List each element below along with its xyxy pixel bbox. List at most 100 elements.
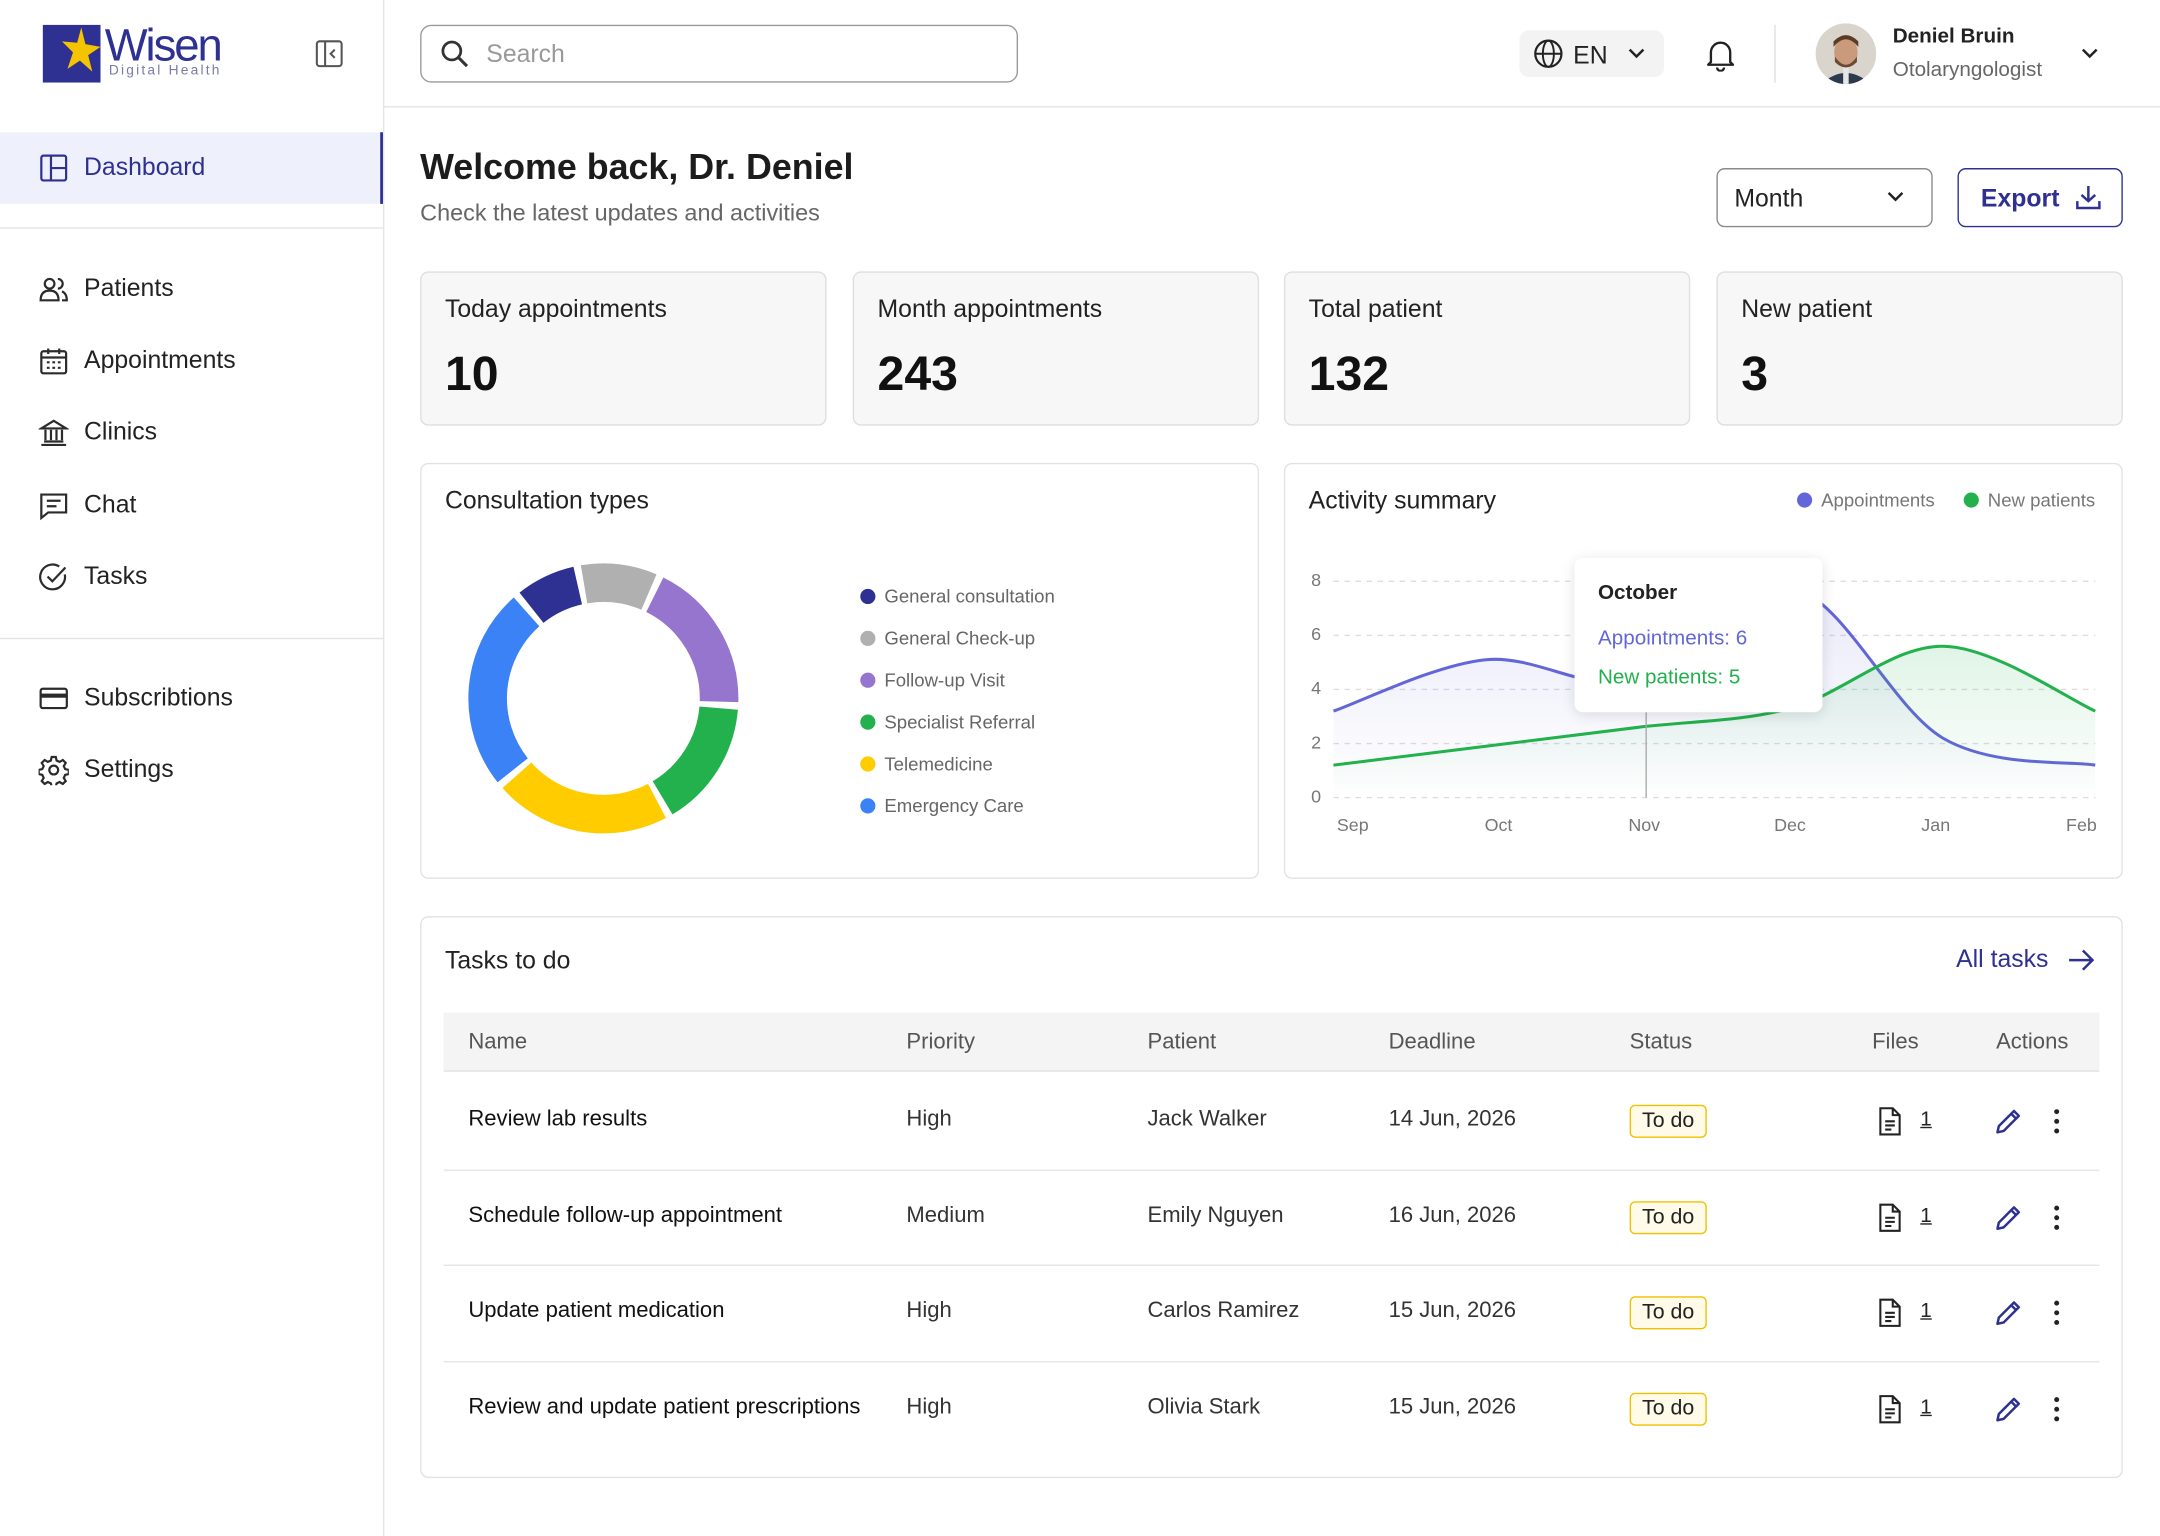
- stat-label: New patient: [1741, 294, 1873, 323]
- cell: High: [906, 1395, 952, 1420]
- logo-mark: [42, 24, 101, 83]
- header-divider: [382, 106, 2160, 108]
- legend-label: Emergency Care: [884, 795, 1023, 816]
- cell: Olivia Stark: [1147, 1395, 1261, 1420]
- language-select[interactable]: EN: [1519, 30, 1665, 78]
- x-tick-label: Sep: [1337, 815, 1369, 835]
- stat-card: Month appointments 243: [852, 271, 1260, 426]
- legend-label: General Check-up: [884, 628, 1035, 649]
- nav-label: Tasks: [84, 562, 148, 590]
- nav-item[interactable]: Tasks: [0, 541, 383, 613]
- y-tick-label: 2: [1311, 732, 1321, 752]
- edit-button[interactable]: [1993, 1106, 2023, 1136]
- file-count[interactable]: 1: [1920, 1299, 1932, 1323]
- nav-item[interactable]: Dashboard: [0, 132, 383, 204]
- nav-label: Subscribtions: [84, 683, 233, 711]
- status-badge: To do: [1629, 1200, 1707, 1234]
- tasks-title: Tasks to do: [444, 946, 571, 974]
- legend-dot: [860, 672, 876, 688]
- nav-label: Dashboard: [84, 152, 206, 181]
- donut-segment: [519, 566, 583, 624]
- nav-item[interactable]: Clinics: [0, 397, 383, 469]
- legend-label: Appointments: [1821, 489, 1935, 510]
- file-count[interactable]: 1: [1920, 1107, 1932, 1131]
- legend-dot: [860, 798, 876, 814]
- row-divider: [443, 1265, 2100, 1267]
- row-divider: [443, 1361, 2100, 1363]
- period-select[interactable]: Month: [1716, 168, 1933, 228]
- edit-button[interactable]: [1993, 1298, 2023, 1328]
- legend-label: Specialist Referral: [884, 711, 1035, 732]
- cell: 16 Jun, 2026: [1388, 1203, 1517, 1227]
- nav-icon: [40, 154, 68, 182]
- nav-item[interactable]: Patients: [0, 253, 383, 325]
- search-box[interactable]: Search: [420, 24, 1019, 83]
- more-button[interactable]: [2051, 1106, 2062, 1136]
- line-chart: 0 2 4 6 8 Sep Oct Nov Dec Jan Feb Appointments New p…: [1311, 489, 2097, 835]
- search-placeholder: Search: [486, 39, 565, 68]
- chart-title: Consultation types: [444, 486, 649, 514]
- x-tick-label: Dec: [1774, 815, 1806, 835]
- collapse-button[interactable]: [315, 40, 343, 68]
- download-icon: [2076, 185, 2101, 210]
- column-header: Priority: [906, 1030, 976, 1054]
- line: [1333, 644, 2096, 767]
- column-header: Status: [1629, 1030, 1693, 1054]
- tooltip-line: Appointments: 6: [1597, 626, 1748, 651]
- nav-label: Clinics: [84, 417, 158, 445]
- avatar[interactable]: [1815, 23, 1877, 85]
- status-badge: To do: [1629, 1104, 1707, 1138]
- edit-button[interactable]: [1993, 1202, 2023, 1232]
- x-tick-label: Feb: [2066, 815, 2097, 835]
- nav-item[interactable]: Appointments: [0, 325, 383, 397]
- export-button[interactable]: Export: [1957, 168, 2123, 228]
- legend-label: General consultation: [884, 586, 1054, 607]
- file-icon: [1879, 1107, 1901, 1136]
- more-button[interactable]: [2051, 1202, 2062, 1232]
- nav-item[interactable]: Chat: [0, 470, 383, 542]
- nav-item[interactable]: Settings: [0, 734, 383, 806]
- user-menu-chevron[interactable]: [2080, 45, 2099, 62]
- period: Month: [1734, 184, 1804, 213]
- legend-dot: [860, 630, 876, 646]
- sidebar: Wisen Digital Health Dashboard Patients Ap…: [0, 0, 385, 1536]
- tasks-card: Tasks to do All tasks Name Priority Patien…: [420, 916, 2123, 1479]
- welcome-title: Welcome back, Dr. Deniel: [420, 146, 854, 188]
- export-label: Export: [1980, 184, 2060, 213]
- file-icon: [1879, 1203, 1901, 1232]
- row-divider: [443, 1169, 2100, 1171]
- stat-value: 243: [877, 347, 958, 401]
- file-count[interactable]: 1: [1920, 1203, 1932, 1227]
- cell: 14 Jun, 2026: [1388, 1107, 1517, 1131]
- all-tasks-link[interactable]: All tasks: [1956, 944, 2108, 977]
- cell: Schedule follow-up appointment: [468, 1203, 783, 1227]
- divider: [0, 227, 383, 229]
- nav-item[interactable]: Subscribtions: [0, 663, 383, 735]
- file-count[interactable]: 1: [1920, 1395, 1932, 1420]
- logo-tagline: Digital Health: [108, 63, 222, 79]
- column-header: Files: [1872, 1030, 1919, 1054]
- stat-card: Total patient 132: [1283, 271, 1691, 426]
- globe-icon: [1534, 39, 1563, 68]
- more-button[interactable]: [2051, 1394, 2062, 1424]
- legend-label: Follow-up Visit: [884, 670, 1005, 691]
- y-tick-label: 0: [1311, 786, 1321, 806]
- donut-segment: [502, 762, 666, 834]
- x-tick-label: Jan: [1921, 815, 1950, 835]
- stat-value: 132: [1308, 347, 1390, 401]
- status-badge: To do: [1629, 1296, 1707, 1330]
- bell-icon[interactable]: [1705, 39, 1735, 72]
- edit-button[interactable]: [1993, 1394, 2023, 1424]
- file-icon: [1879, 1395, 1901, 1424]
- cell: Emily Nguyen: [1147, 1203, 1284, 1227]
- more-button[interactable]: [2051, 1298, 2062, 1328]
- nav-icon: [40, 348, 68, 375]
- stat-card: Today appointments 10: [420, 271, 827, 426]
- column-header: Deadline: [1388, 1030, 1476, 1054]
- cell: Medium: [906, 1203, 985, 1227]
- y-tick-label: 8: [1311, 570, 1321, 590]
- user-role: Otolaryngologist: [1892, 57, 2043, 82]
- cell: Carlos Ramirez: [1147, 1299, 1300, 1323]
- stat-label: Today appointments: [444, 294, 667, 323]
